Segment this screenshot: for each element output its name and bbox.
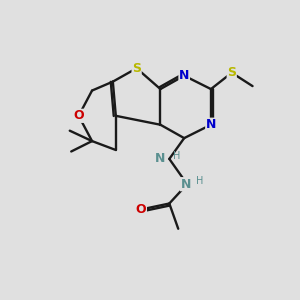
Text: S: S [132,62,141,75]
Text: N: N [206,118,216,131]
Text: N: N [154,152,165,165]
Text: H: H [196,176,203,186]
Text: S: S [227,66,236,79]
Text: O: O [74,109,84,122]
Text: N: N [181,178,191,191]
Text: O: O [136,203,146,216]
Text: N: N [179,69,189,82]
Text: H: H [173,151,180,161]
